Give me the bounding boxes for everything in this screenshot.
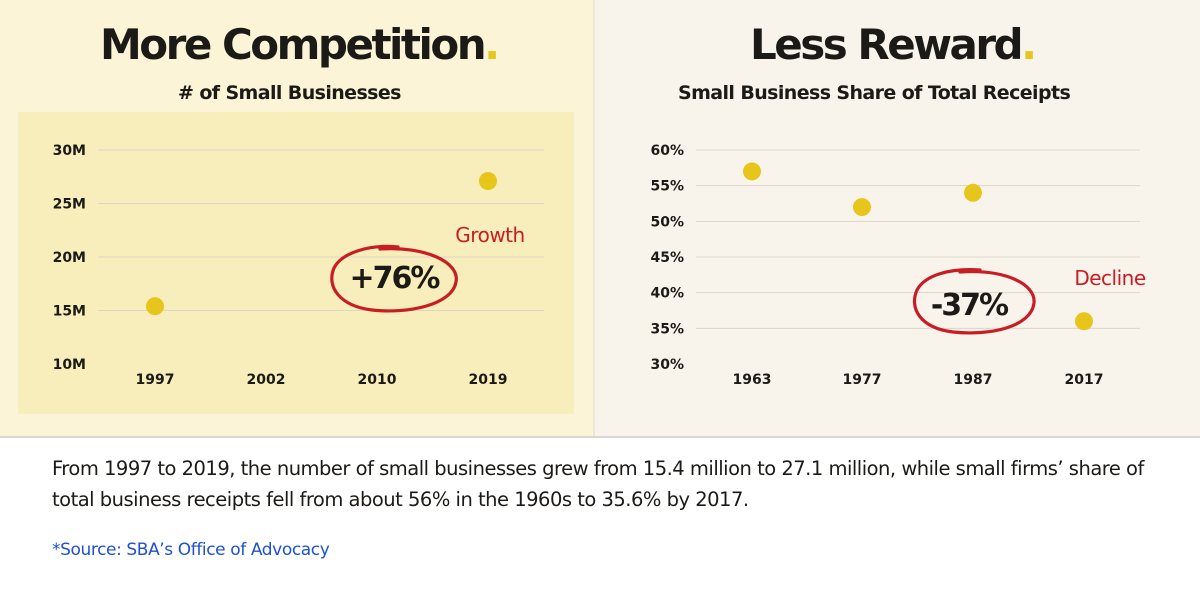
source-link[interactable]: *Source: SBA’s Office of Advocacy: [52, 540, 330, 560]
right-x-tick-label: 1987: [954, 372, 993, 388]
right-title-text: Less Reward: [750, 20, 1024, 69]
left-red-circle: [330, 244, 458, 313]
left-change-annotation: +76% Growth: [330, 223, 525, 313]
left-x-tick-label: 2010: [358, 372, 397, 388]
right-data-point: [964, 183, 982, 202]
left-change-label: +76%: [350, 261, 441, 296]
right-x-tick-label: 1963: [733, 372, 772, 388]
right-chart-subtitle: Small Business Share of Total Receipts: [678, 82, 1071, 104]
right-y-tick-label: 55%: [650, 179, 684, 195]
right-chart-title: Less Reward.: [750, 20, 1037, 69]
right-red-circle: [912, 268, 1036, 335]
right-data-point: [1075, 312, 1093, 331]
charts-canvas: 10M 15M 20M 25M 30M 1997 2002 2010 2019 30% 35% 40…: [53, 143, 1147, 388]
section-divider: [0, 436, 1200, 438]
left-y-tick-label: 25M: [53, 197, 86, 213]
right-y-tick-label: 45%: [650, 250, 684, 266]
panel-divider: [593, 0, 595, 436]
right-chart-panel: [594, 0, 1200, 436]
right-data-point: [853, 198, 871, 217]
left-y-tick-label: 30M: [53, 143, 86, 159]
left-x-tick-label: 2019: [469, 372, 508, 388]
left-x-tick-label: 2002: [247, 372, 286, 388]
left-x-tick-label: 1997: [136, 372, 175, 388]
right-title-dot: .: [1021, 20, 1037, 69]
right-y-tick-label: 40%: [650, 286, 684, 302]
right-y-tick-label: 30%: [650, 357, 684, 373]
right-change-annotation: -37% Decline: [912, 266, 1146, 335]
left-chart-subtitle: # of Small Businesses: [178, 82, 401, 104]
left-y-tick-label: 20M: [53, 250, 86, 266]
left-y-tick-label: 15M: [53, 304, 86, 320]
left-data-point: [146, 297, 164, 316]
right-change-label: -37%: [931, 288, 1009, 323]
left-title-dot: .: [484, 20, 500, 69]
right-y-tick-label: 50%: [650, 214, 684, 230]
caption-text: From 1997 to 2019, the number of small b…: [52, 457, 1144, 511]
right-data-point: [743, 162, 761, 181]
right-x-tick-label: 1977: [843, 372, 882, 388]
left-y-tick-label: 10M: [53, 357, 86, 373]
right-y-tick-label: 60%: [650, 143, 684, 159]
left-trend-label: Growth: [455, 223, 524, 247]
right-scatter-chart: 30% 35% 40% 45% 50% 55% 60% 1963 1977 1987 2017: [650, 143, 1140, 388]
right-x-tick-label: 2017: [1065, 372, 1104, 388]
left-title-text: More Competition: [100, 20, 487, 69]
right-y-tick-label: 35%: [650, 321, 684, 337]
right-trend-label: Decline: [1074, 266, 1145, 290]
left-plot-background: [18, 112, 574, 414]
left-chart-panel: [0, 0, 594, 436]
left-chart-title: More Competition.: [100, 20, 500, 69]
left-scatter-chart: 10M 15M 20M 25M 30M 1997 2002 2010 2019: [53, 143, 544, 388]
left-data-point: [479, 172, 497, 191]
